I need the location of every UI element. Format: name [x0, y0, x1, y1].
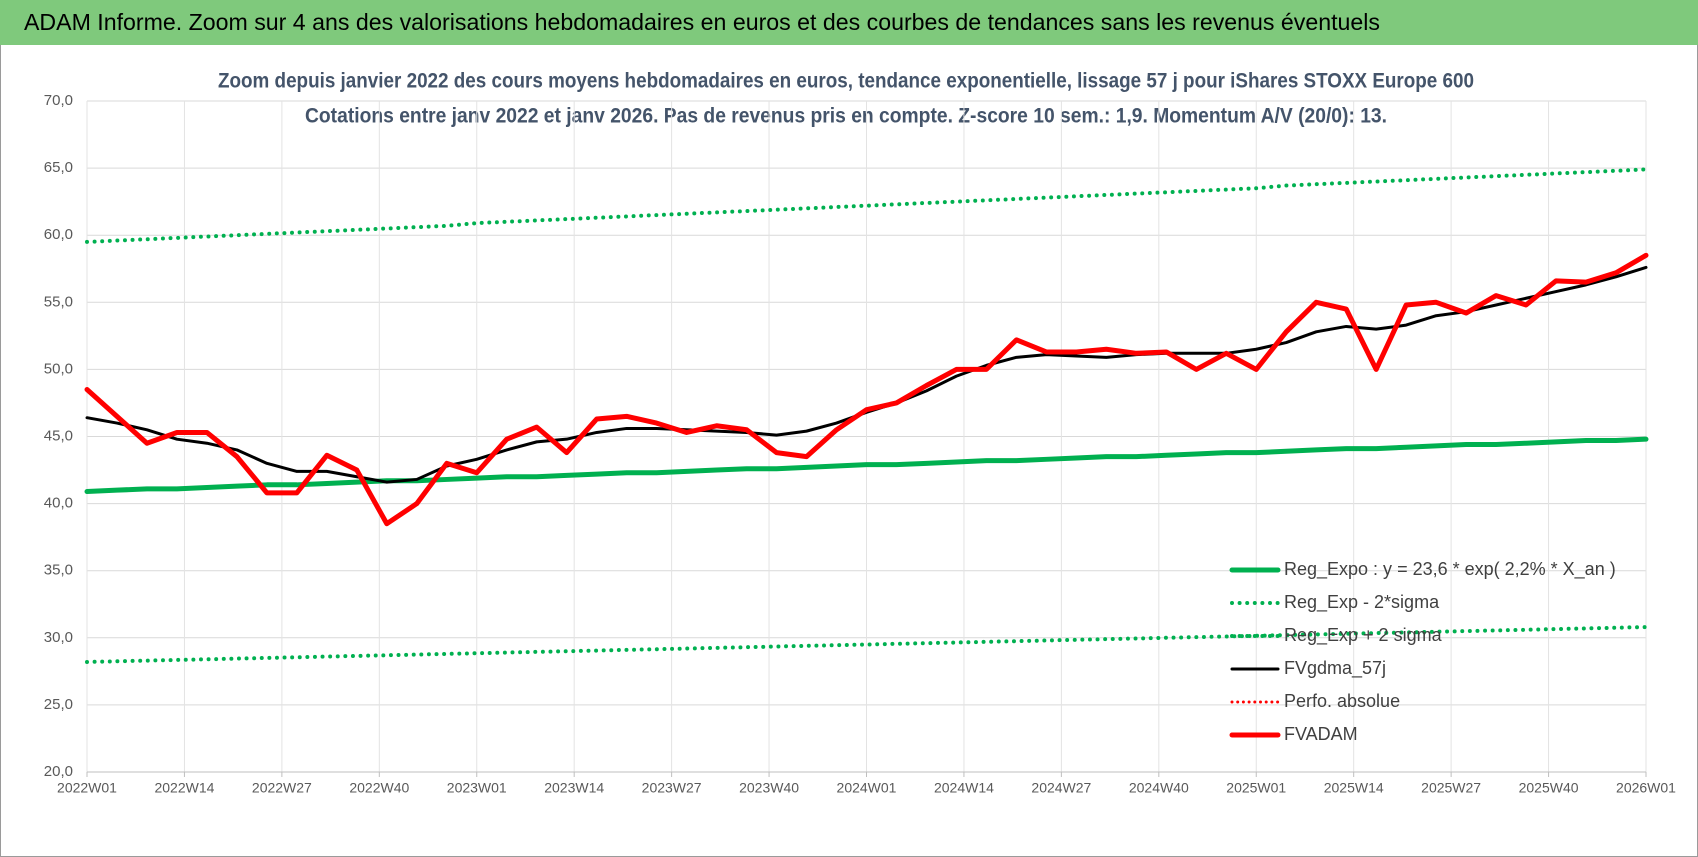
- series-lines: [84, 167, 1649, 664]
- legend-label: FVgdma_57j: [1284, 658, 1386, 679]
- y-tick-label: 40,0: [44, 495, 73, 512]
- header-title: ADAM Informe. Zoom sur 4 ans des valoris…: [24, 9, 1380, 35]
- legend-label: Perfo. absolue: [1284, 691, 1400, 711]
- grid: 20,0 25,0 30,0 35,0 40,0 45,0 50,0 55,0 60,0 65,0…: [44, 92, 1676, 796]
- x-tick-label: 2024W14: [934, 780, 994, 796]
- x-tick-label: 2025W27: [1421, 780, 1481, 796]
- chart-subtitle: Cotations entre janv 2022 et janv 2026. …: [305, 105, 1387, 128]
- x-tick-label: 2025W40: [1519, 780, 1579, 796]
- series-line: [84, 252, 1649, 527]
- x-tick-label: 2024W01: [837, 780, 897, 796]
- x-tick-label: 2023W14: [544, 780, 604, 796]
- y-tick-label: 20,0: [44, 763, 73, 780]
- y-tick-label: 65,0: [44, 159, 73, 176]
- y-tick-label: 45,0: [44, 427, 73, 444]
- header-bar: [0, 0, 1698, 45]
- y-tick-label: 30,0: [44, 629, 73, 646]
- y-tick-label: 55,0: [44, 293, 73, 310]
- x-tick-label: 2022W14: [154, 780, 214, 796]
- chart-subtitle: Zoom depuis janvier 2022 des cours moyen…: [218, 70, 1474, 93]
- y-tick-label: 50,0: [44, 360, 73, 377]
- x-tick-label: 2025W01: [1226, 780, 1286, 796]
- x-tick-label: 2025W14: [1324, 780, 1384, 796]
- x-tick-label: 2023W01: [447, 780, 507, 796]
- legend-label: Reg_Exp - 2*sigma: [1284, 592, 1440, 613]
- y-tick-label: 35,0: [44, 562, 73, 579]
- x-tick-label: 2023W27: [642, 780, 702, 796]
- y-tick-label: 60,0: [44, 226, 73, 243]
- y-tick-label: 25,0: [44, 696, 73, 713]
- legend-label: FVADAM: [1284, 724, 1358, 744]
- series-line: [85, 167, 1648, 244]
- x-tick-label: 2023W40: [739, 780, 799, 796]
- series-line: [84, 436, 1649, 495]
- x-tick-label: 2024W40: [1129, 780, 1189, 796]
- legend-label: Reg_Expo : y = 23,6 * exp( 2,2% * X_an ): [1284, 559, 1616, 580]
- legend: Reg_Expo : y = 23,6 * exp( 2,2% * X_an )…: [1229, 559, 1616, 744]
- series-line: [85, 625, 1648, 664]
- legend-label: Reg_Exp + 2 sigma: [1284, 625, 1443, 646]
- x-tick-label: 2024W27: [1031, 780, 1091, 796]
- x-tick-label: 2022W27: [252, 780, 312, 796]
- x-tick-label: 2026W01: [1616, 780, 1676, 796]
- x-tick-label: 2022W40: [349, 780, 409, 796]
- x-tick-label: 2022W01: [57, 780, 117, 796]
- y-tick-label: 70,0: [44, 92, 73, 109]
